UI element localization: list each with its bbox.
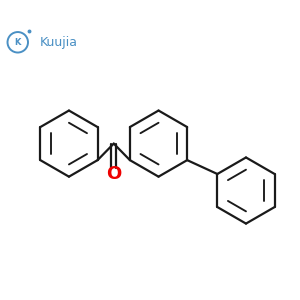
Text: Kuujia: Kuujia [40, 36, 78, 49]
Text: K: K [15, 38, 21, 47]
Text: O: O [106, 165, 122, 183]
